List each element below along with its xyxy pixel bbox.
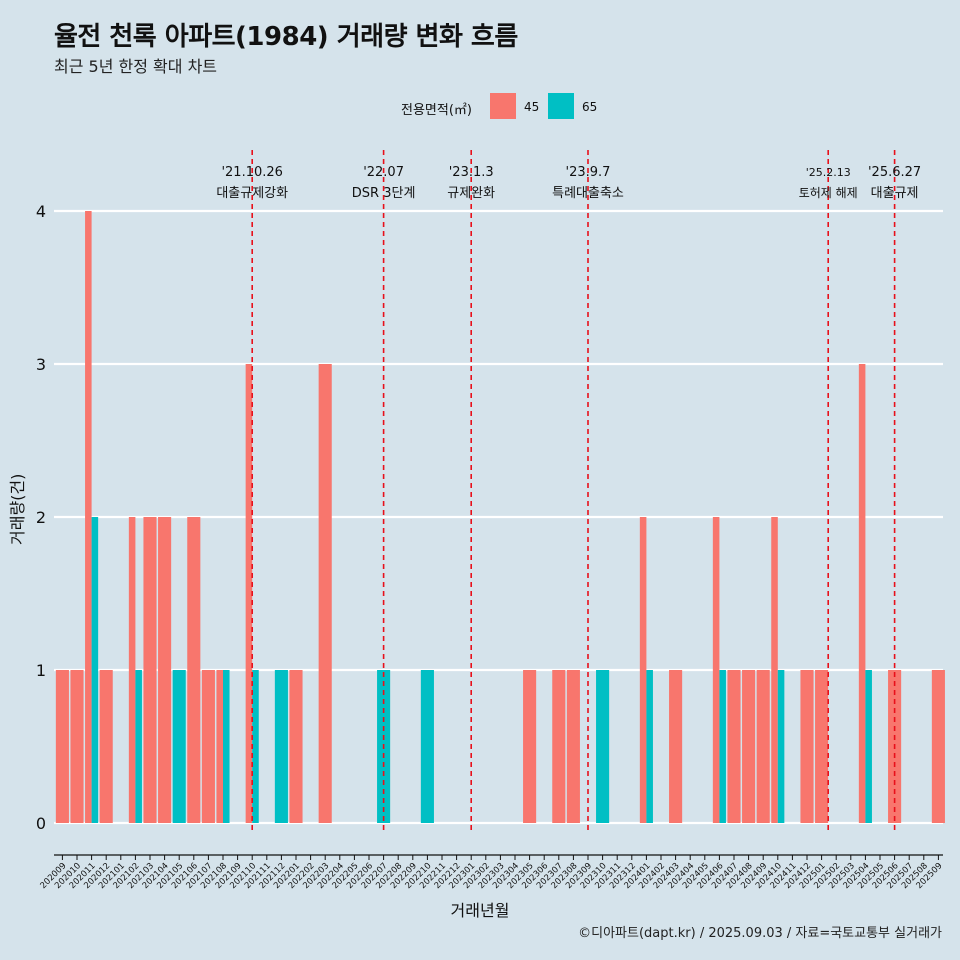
event-date-label: '23.1.3 <box>449 165 494 180</box>
bar-45 <box>523 670 537 823</box>
bar-45 <box>756 670 770 823</box>
bar-45 <box>245 364 253 823</box>
event-date-label: '23.9.7 <box>566 165 611 180</box>
event-name-label: 대출규제 <box>871 186 919 201</box>
y-tick-label: 3 <box>36 355 46 374</box>
bar-45 <box>771 517 778 823</box>
bar-45 <box>566 670 580 823</box>
bar-65 <box>135 670 142 823</box>
y-tick-label: 4 <box>36 202 46 221</box>
bar-45 <box>128 517 136 823</box>
bar-45 <box>669 670 683 823</box>
bar-45 <box>318 364 332 823</box>
bar-45 <box>727 670 741 823</box>
bar-45 <box>742 670 756 823</box>
bar-45 <box>55 670 69 823</box>
bar-45 <box>85 211 92 823</box>
bar-65 <box>865 670 872 823</box>
event-date-label: '21.10.26 <box>221 165 282 180</box>
bar-45 <box>158 517 172 823</box>
bar-65 <box>777 670 785 823</box>
bar-65 <box>91 517 99 823</box>
event-name-label: 특례대출축소 <box>552 186 624 201</box>
event-name-label: 규제완화 <box>447 186 495 201</box>
bar-45 <box>216 670 223 823</box>
chart-title: 율전 천록 아파트(1984) 거래량 변화 흐름 <box>54 22 518 52</box>
bar-65 <box>420 670 434 823</box>
y-tick-label: 1 <box>36 661 46 680</box>
event-name-label: 대출규제강화 <box>216 186 288 201</box>
bar-45 <box>815 670 829 823</box>
bar-65 <box>719 670 726 823</box>
y-axis-label: 거래량(건) <box>8 473 27 545</box>
legend-label-65: 65 <box>582 100 598 114</box>
caption: ©디아파트(dapt.kr) / 2025.09.03 / 자료=국토교통부 실… <box>578 926 942 941</box>
bar-45 <box>70 670 84 823</box>
legend-swatch-45 <box>490 93 516 119</box>
bar-45 <box>289 670 303 823</box>
bar-45 <box>187 517 201 823</box>
bar-45 <box>143 517 157 823</box>
event-date-label: '22.07 <box>363 165 404 180</box>
event-date-label: '25.2.13 <box>806 166 851 179</box>
bar-65 <box>646 670 653 823</box>
bar-45 <box>858 364 866 823</box>
y-tick-label: 0 <box>36 814 46 833</box>
bar-65 <box>172 670 186 823</box>
x-axis-label: 거래년월 <box>450 901 510 920</box>
legend-title: 전용면적(㎡) <box>401 103 472 118</box>
legend: 전용면적(㎡) 45 65 <box>0 93 960 121</box>
bar-45 <box>552 670 566 823</box>
bar-45 <box>800 670 814 823</box>
chart-subtitle: 최근 5년 한정 확대 차트 <box>54 57 218 76</box>
bar-65 <box>274 670 288 823</box>
y-tick-label: 2 <box>36 508 46 527</box>
bar-65 <box>252 670 259 823</box>
bar-45 <box>99 670 113 823</box>
bar-45 <box>639 517 647 823</box>
event-name-label: 토허제 해제 <box>799 186 858 200</box>
bar-45 <box>712 517 720 823</box>
legend-label-45: 45 <box>524 100 540 114</box>
event-date-label: '25.6.27 <box>868 165 921 180</box>
legend-swatch-65 <box>548 93 574 119</box>
bar-65 <box>223 670 230 823</box>
event-name-label: DSR 3단계 <box>352 186 416 201</box>
bar-65 <box>596 670 610 823</box>
bar-45 <box>201 670 215 823</box>
bar-45 <box>931 670 945 823</box>
